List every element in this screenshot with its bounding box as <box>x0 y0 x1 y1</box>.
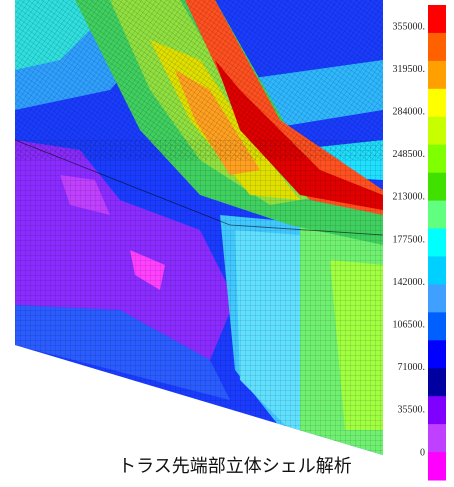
color-band <box>428 117 446 145</box>
legend-label: 284000. <box>393 106 426 117</box>
color-band <box>428 284 446 312</box>
color-band <box>428 452 446 480</box>
color-band <box>428 201 446 229</box>
color-band <box>428 368 446 396</box>
color-bar <box>428 5 446 481</box>
legend-label: 142000. <box>393 277 426 288</box>
color-band <box>428 424 446 452</box>
color-band <box>428 396 446 424</box>
color-band <box>428 229 446 257</box>
legend-label: 177500. <box>393 234 426 245</box>
caption: トラス先端部立体シェル解析 <box>118 456 352 477</box>
color-band <box>428 312 446 340</box>
color-band <box>428 5 446 33</box>
legend-label: 71000. <box>398 362 426 373</box>
color-band <box>428 89 446 117</box>
screenshot: 355000. 319500. 284000. 248500. 213000. 17750… <box>0 0 454 487</box>
color-band <box>428 61 446 89</box>
color-band <box>428 145 446 173</box>
contour-plot <box>15 0 383 460</box>
legend-label: 213000. <box>393 192 426 203</box>
color-band <box>428 256 446 284</box>
legend-label: 248500. <box>393 149 426 160</box>
legend-label: 0 <box>420 447 425 458</box>
color-band <box>428 340 446 368</box>
legend-labels: 355000. 319500. 284000. 248500. 213000. 17750… <box>393 21 426 458</box>
color-band <box>428 33 446 61</box>
legend-label: 106500. <box>393 319 426 330</box>
legend-label: 35500. <box>398 405 426 416</box>
color-band <box>428 173 446 201</box>
legend-label: 355000. <box>393 21 426 32</box>
legend-label: 319500. <box>393 64 426 75</box>
